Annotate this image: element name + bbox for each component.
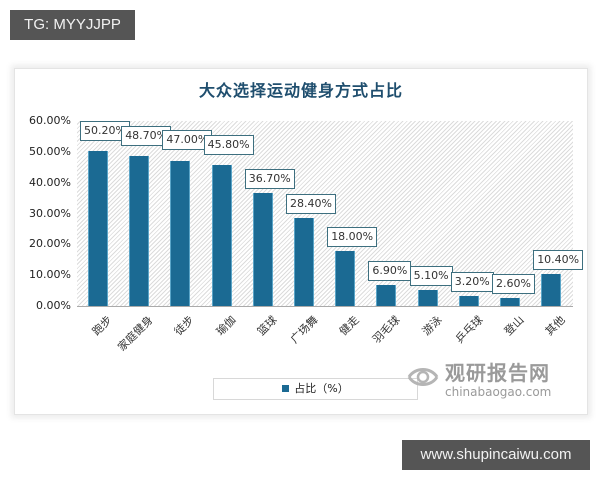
bar	[253, 192, 272, 306]
bar	[89, 151, 107, 306]
x-tick-label: 登山	[501, 313, 527, 339]
watermark-cn-text: 观研报告网	[445, 361, 550, 385]
chart-frame: 大众选择运动健身方式占比 60.00% 50.00% 40.00% 30.00% 20.…	[14, 68, 588, 415]
x-tick-label: 乒乓球	[452, 313, 486, 346]
data-label: 5.10%	[409, 266, 453, 287]
y-tick-label: 0.00%	[36, 299, 71, 312]
x-tick-label: 家庭健身	[115, 313, 156, 354]
data-label: 18.00%	[327, 226, 378, 247]
data-label: 3.20%	[450, 272, 494, 293]
x-tick-label: 健走	[337, 313, 362, 339]
y-tick-label: 20.00%	[29, 237, 71, 251]
bar	[459, 296, 478, 306]
data-label: 47.00%	[162, 130, 213, 150]
legend: 占比（%）	[213, 378, 418, 400]
x-tick-label: 广场舞	[288, 313, 321, 346]
bar	[130, 155, 149, 306]
x-tick-label: 跑步	[89, 313, 115, 339]
data-label: 10.40%	[533, 249, 584, 270]
data-label: 2.60%	[492, 273, 535, 294]
x-tick-label: 其他	[543, 313, 568, 339]
x-tick-label: 篮球	[254, 313, 280, 339]
data-label: 48.70%	[121, 126, 172, 146]
bar	[171, 161, 190, 306]
x-tick-label: 瑜伽	[213, 313, 239, 339]
data-label: 50.20%	[80, 121, 130, 141]
bar	[336, 250, 355, 306]
x-tick-label: 羽毛球	[370, 313, 404, 346]
watermark-en-text: chinabaogao.com	[445, 385, 552, 399]
bar	[377, 284, 396, 306]
eye-logo-icon	[407, 368, 439, 386]
y-tick-label: 50.00%	[29, 144, 71, 158]
bar	[295, 218, 313, 306]
y-tick-label: 60.00%	[29, 114, 71, 127]
data-label: 28.40%	[286, 194, 336, 215]
y-tick-label: 40.00%	[29, 175, 71, 189]
bottom-watermark-tag: www.shupincaiwu.com	[402, 440, 590, 470]
data-label: 6.90%	[368, 260, 412, 281]
bar	[501, 297, 519, 306]
y-tick-label: 30.00%	[29, 206, 71, 220]
x-tick-label: 游泳	[419, 313, 445, 339]
legend-label: 占比（%）	[294, 382, 349, 395]
bar	[542, 273, 561, 306]
x-axis-line	[77, 306, 573, 307]
x-tick-label: 徒步	[172, 313, 198, 339]
bar	[212, 164, 231, 306]
bar	[418, 290, 437, 306]
data-label: 45.80%	[203, 135, 254, 155]
top-watermark-tag: TG: MYYJJPP	[10, 10, 135, 40]
legend-swatch	[282, 384, 290, 392]
chinabaogao-watermark: 观研报告网 chinabaogao.com	[407, 357, 577, 407]
chart-title: 大众选择运动健身方式占比	[198, 81, 403, 100]
y-tick-label: 10.00%	[29, 268, 71, 282]
data-label: 36.70%	[244, 168, 295, 189]
